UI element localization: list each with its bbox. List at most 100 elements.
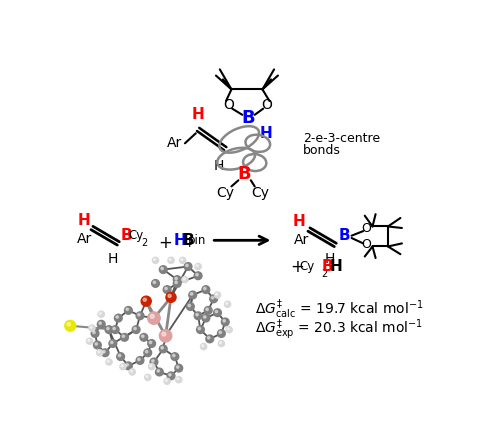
Circle shape bbox=[95, 343, 98, 345]
Text: O: O bbox=[261, 98, 272, 112]
Circle shape bbox=[165, 287, 168, 290]
Circle shape bbox=[91, 329, 99, 337]
Circle shape bbox=[152, 360, 154, 362]
Circle shape bbox=[146, 350, 148, 353]
Circle shape bbox=[112, 326, 119, 333]
Text: +: + bbox=[290, 257, 304, 275]
Circle shape bbox=[164, 378, 170, 384]
Circle shape bbox=[166, 379, 167, 382]
Circle shape bbox=[153, 281, 156, 284]
Circle shape bbox=[124, 306, 132, 314]
Circle shape bbox=[202, 286, 210, 294]
Circle shape bbox=[186, 303, 194, 310]
Circle shape bbox=[198, 327, 200, 330]
Circle shape bbox=[184, 263, 192, 271]
Text: Ar: Ar bbox=[167, 136, 182, 150]
Circle shape bbox=[180, 257, 186, 264]
Circle shape bbox=[183, 278, 185, 280]
Text: 2: 2 bbox=[141, 239, 147, 248]
Text: B: B bbox=[242, 109, 256, 127]
Text: H: H bbox=[330, 259, 342, 274]
Circle shape bbox=[126, 364, 128, 366]
Circle shape bbox=[100, 312, 102, 314]
Circle shape bbox=[176, 366, 179, 368]
Circle shape bbox=[171, 353, 179, 361]
Circle shape bbox=[194, 272, 202, 280]
Text: Cy: Cy bbox=[216, 186, 234, 200]
Circle shape bbox=[182, 277, 188, 283]
Circle shape bbox=[208, 336, 210, 339]
Text: H: H bbox=[174, 233, 186, 248]
Circle shape bbox=[150, 341, 152, 343]
Circle shape bbox=[148, 312, 160, 324]
Circle shape bbox=[138, 358, 140, 361]
Circle shape bbox=[163, 286, 171, 294]
Text: bonds: bonds bbox=[303, 144, 341, 157]
Circle shape bbox=[174, 276, 181, 284]
Circle shape bbox=[190, 293, 193, 295]
Text: Cy: Cy bbox=[251, 186, 269, 200]
Circle shape bbox=[144, 375, 151, 381]
Text: Ar: Ar bbox=[76, 232, 92, 246]
Circle shape bbox=[215, 310, 218, 313]
Text: Cy: Cy bbox=[300, 260, 315, 273]
Text: O: O bbox=[362, 239, 371, 251]
Circle shape bbox=[160, 266, 167, 274]
Circle shape bbox=[218, 340, 224, 347]
Text: H: H bbox=[292, 214, 305, 229]
Circle shape bbox=[161, 267, 164, 270]
Circle shape bbox=[89, 325, 95, 331]
Circle shape bbox=[152, 257, 158, 264]
Circle shape bbox=[120, 364, 126, 370]
Circle shape bbox=[162, 332, 166, 336]
Circle shape bbox=[175, 277, 178, 280]
Circle shape bbox=[126, 308, 128, 311]
Text: H: H bbox=[78, 213, 90, 228]
Circle shape bbox=[116, 316, 118, 318]
Text: 2: 2 bbox=[322, 269, 328, 279]
Circle shape bbox=[121, 365, 123, 367]
Text: +: + bbox=[158, 234, 172, 253]
Circle shape bbox=[204, 306, 212, 314]
Circle shape bbox=[86, 338, 92, 344]
Circle shape bbox=[175, 281, 178, 284]
Circle shape bbox=[154, 259, 156, 260]
Text: O: O bbox=[224, 98, 234, 112]
Circle shape bbox=[150, 314, 154, 318]
Circle shape bbox=[226, 302, 228, 304]
Circle shape bbox=[122, 335, 124, 337]
Circle shape bbox=[106, 359, 112, 365]
Circle shape bbox=[210, 295, 218, 303]
Circle shape bbox=[67, 323, 70, 326]
Circle shape bbox=[160, 329, 172, 342]
Circle shape bbox=[219, 331, 222, 333]
Circle shape bbox=[223, 319, 226, 322]
Circle shape bbox=[142, 335, 144, 337]
Circle shape bbox=[132, 326, 140, 333]
Circle shape bbox=[218, 329, 225, 337]
Circle shape bbox=[88, 340, 90, 341]
Circle shape bbox=[113, 327, 116, 330]
Circle shape bbox=[216, 293, 218, 295]
Circle shape bbox=[94, 341, 101, 349]
Circle shape bbox=[175, 364, 182, 372]
Text: B: B bbox=[120, 228, 132, 243]
Circle shape bbox=[196, 265, 198, 267]
Circle shape bbox=[168, 257, 174, 264]
Text: B: B bbox=[183, 233, 194, 248]
Text: 2-e-3-centre: 2-e-3-centre bbox=[303, 132, 380, 145]
Circle shape bbox=[146, 375, 148, 378]
Circle shape bbox=[105, 326, 113, 333]
Circle shape bbox=[204, 316, 206, 318]
Circle shape bbox=[226, 326, 232, 333]
Circle shape bbox=[196, 313, 198, 316]
Circle shape bbox=[148, 364, 154, 370]
Circle shape bbox=[101, 349, 109, 357]
Circle shape bbox=[169, 259, 171, 260]
Circle shape bbox=[222, 318, 229, 326]
Circle shape bbox=[143, 298, 146, 302]
Circle shape bbox=[92, 331, 95, 333]
Circle shape bbox=[206, 308, 208, 311]
Circle shape bbox=[196, 326, 204, 333]
Circle shape bbox=[196, 274, 198, 276]
